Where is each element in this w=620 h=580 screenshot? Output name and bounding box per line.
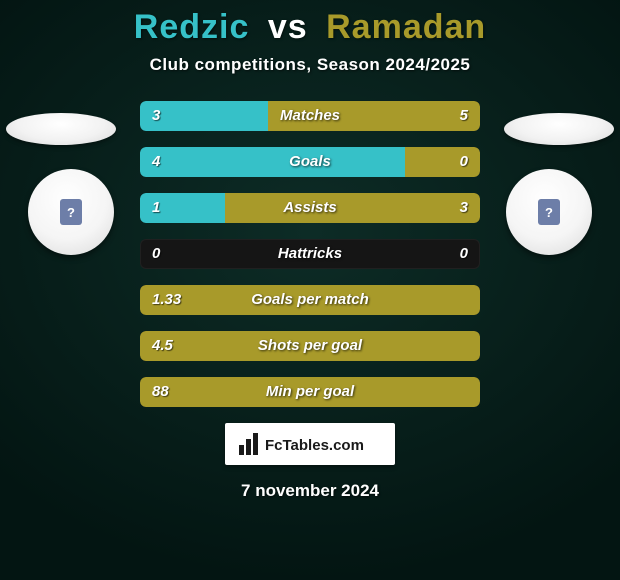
stat-fill-full: [140, 377, 480, 407]
stat-row: 0 0Hattricks: [140, 239, 480, 269]
stat-row: 13Assists: [140, 193, 480, 223]
page-title: Redzic vs Ramadan: [0, 8, 620, 47]
player2-country-oval: [504, 113, 614, 145]
stat-value-player2: 3: [460, 193, 468, 223]
stat-value-player2: 5: [460, 101, 468, 131]
player2-club-crest-unknown: [538, 199, 560, 225]
stat-value-player1: 0: [152, 239, 160, 269]
stat-value-player1: 1.33: [152, 285, 181, 315]
stat-label: Hattricks: [140, 239, 480, 269]
player1-club-disc: [28, 169, 114, 255]
vs-label: vs: [268, 8, 308, 46]
stat-value-player1: 88: [152, 377, 169, 407]
player1-club-crest-unknown: [60, 199, 82, 225]
stat-row: 4.5Shots per goal: [140, 331, 480, 361]
stat-row: 1.33Goals per match: [140, 285, 480, 315]
stat-fill-full: [140, 331, 480, 361]
stat-value-player2: 0: [460, 147, 468, 177]
stat-bars: 35Matches40Goals13Assists00Hattricks1.33…: [140, 101, 480, 407]
stat-value-player2: 0: [460, 239, 468, 269]
stat-row: 35Matches: [140, 101, 480, 131]
branding-text: FcTables.com: [265, 437, 364, 454]
date-label: 7 november 2024: [0, 481, 620, 501]
stat-fill-full: [140, 285, 480, 315]
stat-value-player1: 4.5: [152, 331, 173, 361]
player2-name: Ramadan: [326, 8, 486, 46]
stat-value-player1: 1: [152, 193, 160, 223]
player1-country-oval: [6, 113, 116, 145]
stat-row: 88Min per goal: [140, 377, 480, 407]
subtitle: Club competitions, Season 2024/2025: [0, 55, 620, 75]
stat-value-player1: 3: [152, 101, 160, 131]
player2-club-disc: [506, 169, 592, 255]
stat-fill-player2: [225, 193, 480, 223]
stat-row: 40Goals: [140, 147, 480, 177]
branding-logo: FcTables.com: [225, 423, 395, 465]
stat-fill-player2: [268, 101, 481, 131]
stat-fill-player1: [140, 147, 405, 177]
arena: 35Matches40Goals13Assists00Hattricks1.33…: [0, 101, 620, 407]
stat-fill-player2: [405, 147, 480, 177]
player1-name: Redzic: [134, 8, 250, 46]
bars-icon: [239, 433, 258, 455]
comparison-card: Redzic vs Ramadan Club competitions, Sea…: [0, 0, 620, 580]
stat-value-player1: 4: [152, 147, 160, 177]
